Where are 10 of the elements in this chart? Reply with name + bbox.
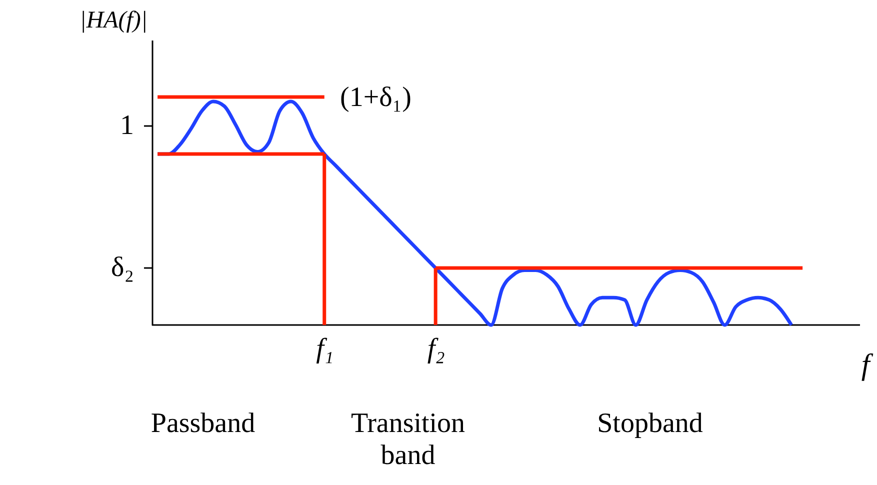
text: 1 (120, 110, 134, 141)
y-axis-title: |HA(f)| (80, 8, 148, 34)
x-axis-title: f (861, 348, 874, 382)
text: δ₂ (111, 252, 134, 283)
annotation: (1+δ₁) (340, 82, 412, 113)
x-tick-label: f₂ (427, 334, 446, 364)
text: Stopband (597, 408, 703, 439)
text: Passband (150, 408, 256, 439)
x-tick-label: f₁ (316, 334, 334, 364)
text: Transition band (350, 408, 466, 471)
